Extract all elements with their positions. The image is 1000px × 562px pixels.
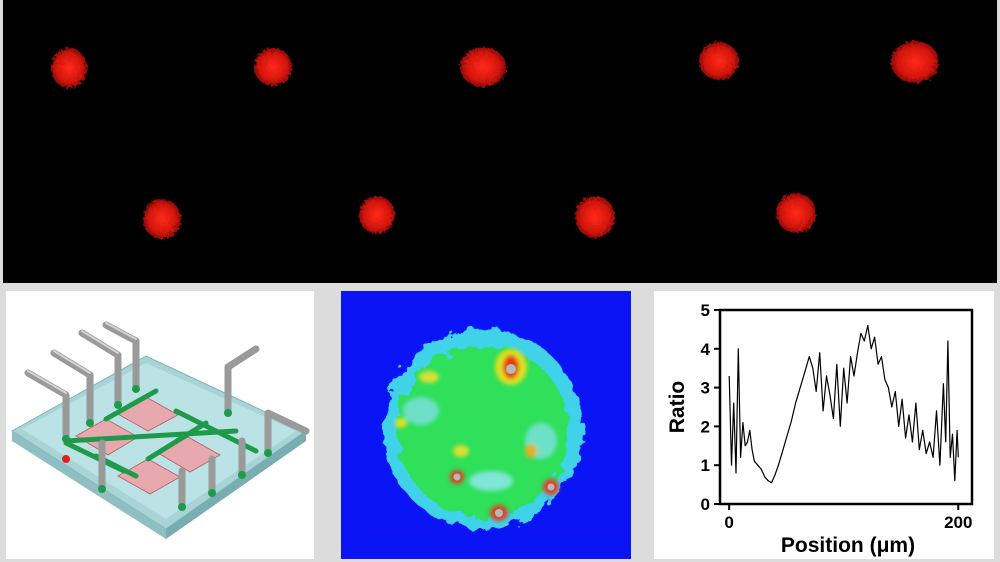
y-axis-ticks: 0 1 2 3 4 5 xyxy=(701,301,720,514)
series-group xyxy=(728,324,959,484)
heatmap-image xyxy=(383,329,583,529)
cell-spot xyxy=(460,47,506,87)
cell-spot xyxy=(776,193,816,233)
x-axis-title: Position (μm) xyxy=(781,534,915,557)
y-tick-label: 0 xyxy=(701,495,710,514)
y-tick-label: 5 xyxy=(701,301,710,320)
y-tick-label: 4 xyxy=(701,340,711,359)
cell-spot xyxy=(699,42,739,80)
y-tick-label: 2 xyxy=(701,417,710,436)
cell-spot xyxy=(143,199,181,239)
device-schematic xyxy=(11,321,310,539)
x-tick-label: 0 xyxy=(724,513,733,532)
y-tick-label: 1 xyxy=(701,456,710,475)
device-schematic-panel xyxy=(6,291,314,559)
ratio-line-chart: 0 1 2 3 4 5 0 200 Ratio Position (μm) xyxy=(666,301,974,557)
cell-spot xyxy=(51,48,87,88)
cell-spot xyxy=(254,48,292,86)
cell-spot xyxy=(359,196,395,234)
ratio-chart-panel: 0 1 2 3 4 5 0 200 Ratio Position (μm) xyxy=(654,291,994,559)
y-tick-label: 3 xyxy=(701,379,710,398)
cell-spot xyxy=(575,196,615,238)
micrograph-svg xyxy=(51,41,939,239)
x-tick-label: 200 xyxy=(944,513,972,532)
cell-spot xyxy=(891,41,939,83)
plot-frame xyxy=(718,308,974,506)
y-axis-title: Ratio xyxy=(666,381,689,434)
fluorescence-micrograph xyxy=(3,0,997,283)
x-axis-ticks: 0 200 xyxy=(724,504,972,532)
series-line xyxy=(728,324,959,484)
ratiometric-heatmap-panel xyxy=(341,291,631,559)
